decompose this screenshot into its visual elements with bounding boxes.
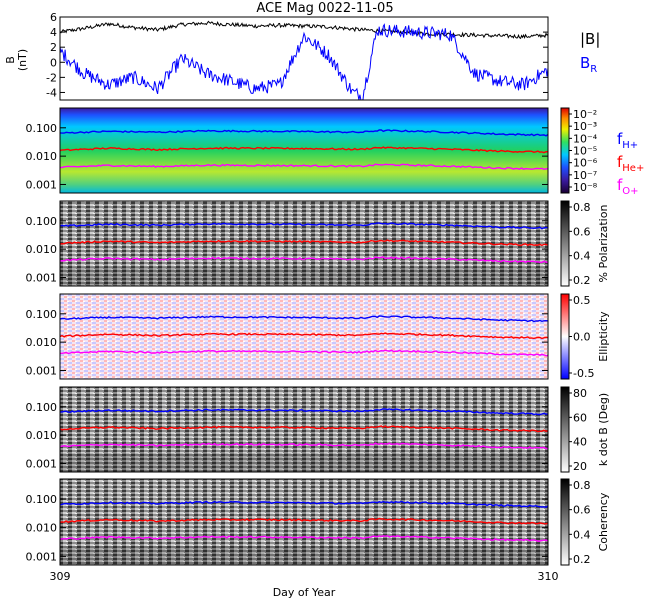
- legend-b-magnitude: |B|: [580, 30, 600, 48]
- colorbar-polarization: [560, 200, 570, 287]
- gyro-line-he-ellipticity: [59, 332, 548, 340]
- colorbar-tick-label-kdotb: 40: [573, 436, 587, 449]
- gyro-line-he-kdotb: [59, 425, 549, 433]
- colorbar-tick-label-kdotb: 80: [573, 387, 587, 400]
- colorbar-tick-label-power: 10⁻⁶: [573, 157, 598, 170]
- ytick-label-field: -4: [46, 86, 57, 99]
- colorbar-tick-label-power: 10⁻⁷: [573, 169, 597, 182]
- legend-f-h: fH+: [617, 130, 638, 151]
- ytick-label-field: 4: [50, 26, 57, 39]
- colorbar-tick-label-coherency: 0.4: [573, 528, 591, 541]
- chart-title: ACE Mag 0022-11-05: [256, 1, 393, 16]
- panel-polarization-frame: [59, 200, 549, 287]
- panel-coherency-frame: [59, 478, 549, 566]
- colorbar-tick-label-kdotb: 20: [573, 460, 587, 473]
- colorbar-power: [560, 107, 570, 194]
- colorbar-tick-label-coherency: 0.6: [573, 504, 591, 517]
- colorbar-tick-label-polarization: 0.8: [573, 201, 591, 214]
- ytick-label-power: 0.100: [26, 122, 58, 135]
- legend-f-o: fO+: [617, 176, 639, 197]
- panel-ellipticity-frame: [59, 293, 549, 380]
- colorbar-tick-label-ellipticity: 0.5: [573, 294, 591, 307]
- ytick-label-field: -2: [46, 71, 57, 84]
- ytick-label-ellipticity: 0.010: [26, 336, 58, 349]
- panel-field-background: [60, 17, 548, 100]
- panel-kdotb-frame: [59, 386, 549, 473]
- ylabel-field-unit: (nT): [16, 49, 29, 71]
- gyro-line-o-coherency: [59, 535, 549, 542]
- colorbar-label-coherency: Coherency: [597, 492, 610, 551]
- xtick-label: 310: [538, 570, 559, 583]
- colorbar-tick-label-power: 10⁻⁵: [573, 145, 597, 158]
- colorbar-tick-label-ellipticity: -0.5: [573, 367, 594, 380]
- colorbar-tick-label-polarization: 0.2: [573, 274, 591, 287]
- gyro-line-he-coherency: [59, 517, 549, 525]
- ytick-label-kdotb: 0.010: [26, 429, 58, 442]
- gyro-line-h-power: [59, 129, 549, 137]
- colorbar-label-polarization: % Polarization: [597, 205, 610, 283]
- gyro-line-h-kdotb: [59, 408, 549, 416]
- colorbar-tick-label-power: 10⁻²: [573, 108, 597, 121]
- gyro-line-o-ellipticity: [59, 349, 549, 357]
- gyro-line-h-ellipticity: [59, 315, 549, 323]
- colorbar-tick-label-coherency: 0.2: [573, 553, 591, 566]
- ytick-label-polarization: 0.001: [26, 271, 58, 284]
- colorbar-kdotb: [560, 386, 570, 473]
- ytick-label-power: 0.001: [26, 178, 58, 191]
- ytick-label-polarization: 0.010: [26, 243, 58, 256]
- ytick-label-ellipticity: 0.100: [26, 308, 58, 321]
- series-line-b-magnitude: [59, 20, 549, 40]
- ytick-label-coherency: 0.010: [26, 522, 58, 535]
- gyro-line-o-kdotb: [59, 442, 548, 450]
- ytick-label-coherency: 0.001: [26, 550, 58, 563]
- xtick-label: 309: [50, 570, 71, 583]
- ytick-label-polarization: 0.100: [26, 215, 58, 228]
- ytick-label-field: 2: [50, 41, 57, 54]
- ytick-label-power: 0.010: [26, 150, 58, 163]
- colorbar-tick-label-kdotb: 60: [573, 411, 587, 424]
- ytick-label-coherency: 0.100: [26, 493, 58, 506]
- ytick-label-kdotb: 0.001: [26, 457, 58, 470]
- xaxis-label: Day of Year: [273, 586, 336, 599]
- colorbar-tick-label-power: 10⁻³: [573, 120, 597, 133]
- colorbar-tick-label-polarization: 0.6: [573, 225, 591, 238]
- ytick-label-field: 0: [50, 56, 57, 69]
- series-line-b-r: [59, 23, 549, 101]
- colorbar-coherency: [560, 478, 570, 566]
- gyro-line-he-polarization: [59, 239, 549, 247]
- colorbar-tick-label-coherency: 0.8: [573, 479, 591, 492]
- colorbar-label-kdotb: k dot B (Deg): [597, 393, 610, 466]
- colorbar-tick-label-power: 10⁻⁸: [573, 181, 598, 194]
- ytick-label-field: 6: [50, 11, 57, 24]
- panel-power-frame: [59, 107, 549, 194]
- ytick-label-ellipticity: 0.001: [26, 364, 58, 377]
- panel-polarization-lowband: [60, 267, 548, 286]
- panel-kdotb-lowband: [60, 453, 548, 472]
- colorbar-ellipticity: [560, 293, 570, 380]
- gyro-line-o-polarization: [59, 256, 549, 264]
- ylabel-field-b: B: [4, 56, 17, 64]
- ytick-label-kdotb: 0.100: [26, 401, 58, 414]
- panel-power-image: [60, 108, 548, 193]
- colorbar-tick-label-power: 10⁻⁴: [573, 132, 598, 145]
- gyro-line-o-power: [59, 163, 549, 171]
- colorbar-tick-label-polarization: 0.4: [573, 250, 591, 263]
- legend-b-r: BR: [580, 54, 597, 75]
- gyro-line-h-coherency: [59, 500, 549, 508]
- gyro-line-h-polarization: [59, 222, 549, 230]
- panel-coherency-lowband: [60, 546, 548, 565]
- colorbar-label-ellipticity: Ellipticity: [597, 311, 610, 362]
- colorbar-tick-label-ellipticity: 0.0: [573, 331, 591, 344]
- gyro-line-he-power: [59, 146, 549, 154]
- panel-field-frame: [59, 16, 549, 101]
- legend-f-he: fHe+: [617, 153, 644, 174]
